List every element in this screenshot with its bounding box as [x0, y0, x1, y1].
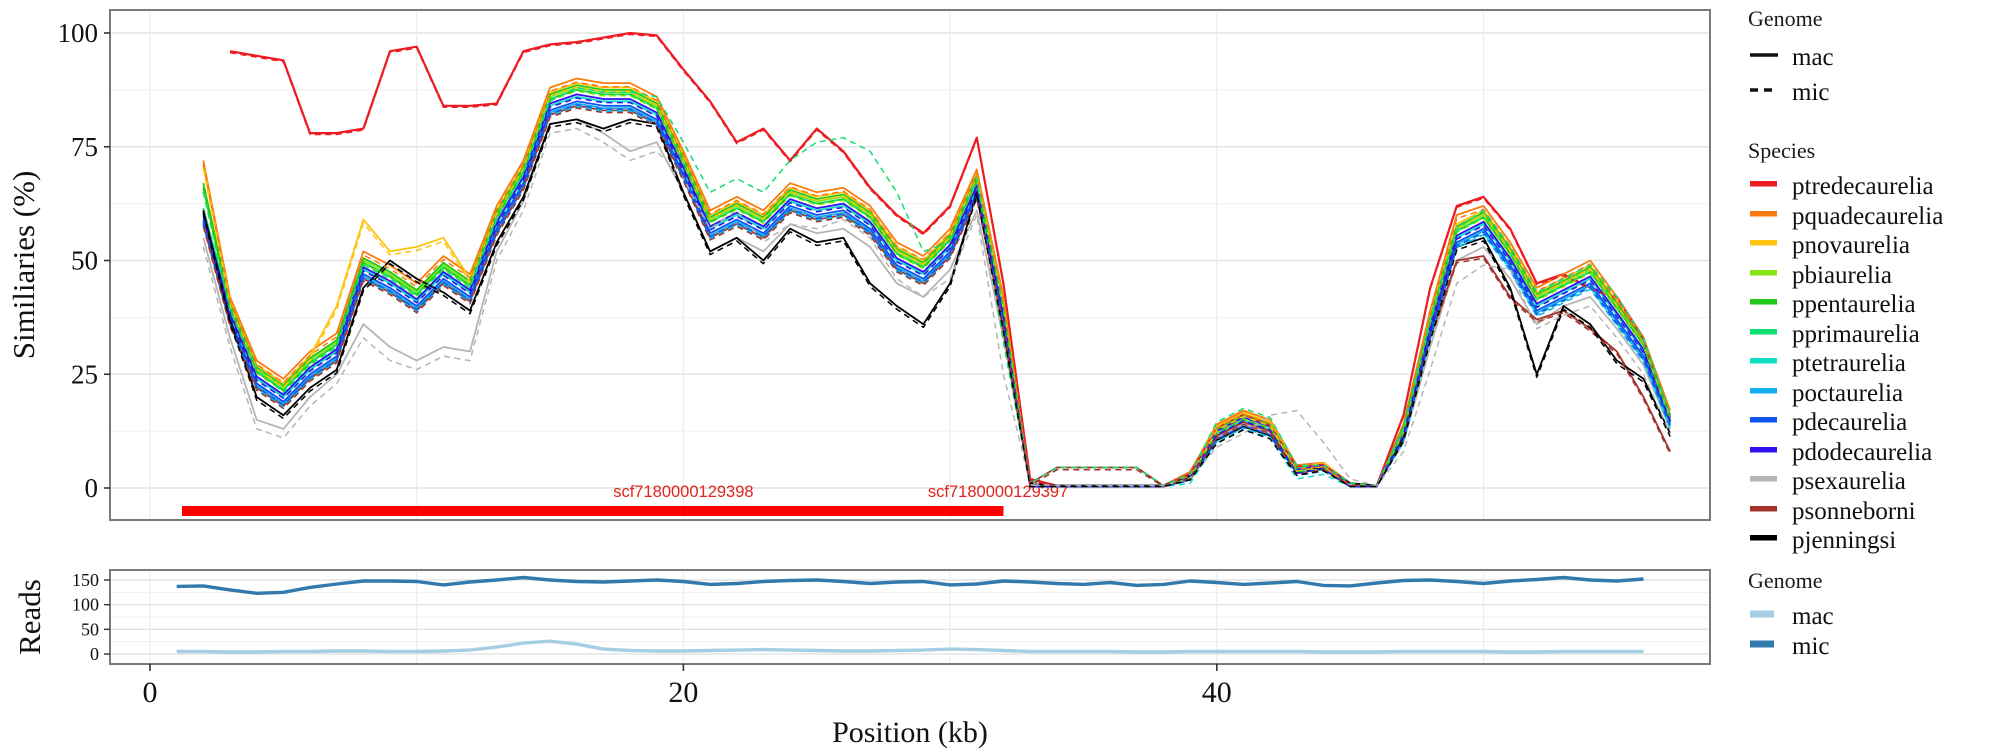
- species-pprimaurelia-label: pprimaurelia: [1792, 320, 1920, 348]
- species-pquadecaurelia-label: pquadecaurelia: [1792, 202, 1944, 230]
- species-psonneborni-key-icon: [1748, 502, 1782, 521]
- series-ptredecaurelia-mic: [229, 33, 1671, 488]
- species-pbiaurelia-key-icon: [1748, 266, 1782, 285]
- species-pjenningsi-label: pjenningsi: [1792, 527, 1897, 555]
- series-ppentaurelia-mic: [202, 89, 1671, 488]
- y-sim-tick-25: 25: [71, 359, 98, 389]
- genome-mac-key-icon: [1748, 48, 1782, 67]
- reads-genome-mic-label: mic: [1792, 632, 1830, 660]
- legend-spacer: [1748, 110, 1998, 132]
- y-sim-tick-50: 50: [71, 246, 98, 276]
- legend-item-species-pprimaurelia: pprimaurelia: [1748, 320, 1998, 350]
- legend-reads-title: Genome: [1748, 568, 1823, 593]
- legend-item-species-pbiaurelia: pbiaurelia: [1748, 261, 1998, 291]
- reads-genome-mic-key-icon: [1748, 637, 1782, 656]
- legend-item-species-pquadecaurelia: pquadecaurelia: [1748, 202, 1998, 232]
- x-axis-label: Position (kb): [832, 716, 988, 749]
- legend-item-reads-genome-mac: mac: [1748, 602, 1998, 632]
- species-pdodecaurelia-label: pdodecaurelia: [1792, 438, 1933, 466]
- species-pnovaurelia-key-icon: [1748, 236, 1782, 255]
- species-pnovaurelia-label: pnovaurelia: [1792, 232, 1911, 260]
- legend-item-genome-mic: mic: [1748, 75, 1998, 110]
- series-pquadecaurelia-mac: [202, 77, 1672, 487]
- reads-genome-mac-label: mac: [1792, 603, 1834, 631]
- legend-item-species-ptredecaurelia: ptredecaurelia: [1748, 172, 1998, 202]
- species-psexaurelia-key-icon: [1748, 472, 1782, 491]
- species-pprimaurelia-key-icon: [1748, 325, 1782, 344]
- legend-item-species-ptetraurelia: ptetraurelia: [1748, 349, 1998, 379]
- legend-item-species-psexaurelia: psexaurelia: [1748, 467, 1998, 497]
- legend-reads-items: mac mic: [1748, 602, 1998, 661]
- genome-mic-label: mic: [1792, 79, 1830, 106]
- legend-item-genome-mac: mac: [1748, 40, 1998, 75]
- x-tick-20: 20: [668, 676, 698, 709]
- y-reads-tick-150: 150: [72, 570, 99, 590]
- y-sim-tick-75: 75: [71, 132, 98, 162]
- legend-reads: Genome mac mic: [1748, 562, 1998, 661]
- chart-canvas: scf7180000129398 scf7180000129397 0 25 50 75 1…: [6, 9, 1711, 749]
- legend-item-species-pdecaurelia: pdecaurelia: [1748, 408, 1998, 438]
- series-psonneborni-mic: [202, 107, 1671, 488]
- legend-genome-title: Genome: [1748, 6, 1823, 31]
- y-axis-label-similarity: Similiaries (%): [6, 171, 41, 360]
- species-ptredecaurelia-label: ptredecaurelia: [1792, 173, 1934, 201]
- legend-item-reads-genome-mic: mic: [1748, 632, 1998, 662]
- reads-genome-mac-key-icon: [1748, 607, 1782, 626]
- species-pdodecaurelia-key-icon: [1748, 443, 1782, 462]
- legend-item-species-poctaurelia: poctaurelia: [1748, 379, 1998, 409]
- species-ptredecaurelia-key-icon: [1748, 177, 1782, 196]
- legend-species-title: Species: [1748, 138, 1816, 163]
- species-psonneborni-label: psonneborni: [1792, 497, 1916, 525]
- species-psexaurelia-label: psexaurelia: [1792, 468, 1906, 496]
- species-ppentaurelia-key-icon: [1748, 295, 1782, 314]
- scaffold-label-0: scf7180000129398: [613, 483, 753, 501]
- species-poctaurelia-key-icon: [1748, 384, 1782, 403]
- genome-mac-label: mac: [1792, 44, 1834, 71]
- species-poctaurelia-label: poctaurelia: [1792, 379, 1904, 407]
- species-pjenningsi-key-icon: [1748, 531, 1782, 550]
- series-pjenningsi-mic: [202, 121, 1671, 488]
- reads-series-mic: [176, 575, 1644, 595]
- series-pprimaurelia-mic: [202, 86, 1671, 487]
- species-pbiaurelia-label: pbiaurelia: [1792, 261, 1892, 289]
- species-ptetraurelia-label: ptetraurelia: [1792, 350, 1906, 378]
- y-sim-tick-100: 100: [58, 18, 99, 48]
- legend-item-species-pdodecaurelia: pdodecaurelia: [1748, 438, 1998, 468]
- scaffold-label-1: scf7180000129397: [928, 483, 1068, 501]
- y-axis-label-reads: Reads: [12, 579, 47, 655]
- legend-item-species-psonneborni: psonneborni: [1748, 497, 1998, 527]
- reads-series-mac: [176, 639, 1644, 654]
- species-ptetraurelia-key-icon: [1748, 354, 1782, 373]
- legend-species-items: ptredecaurelia pquadecaurelia pnovaurelia p…: [1748, 172, 1998, 556]
- series-pbiaurelia-mic: [202, 90, 1671, 488]
- species-ppentaurelia-label: ppentaurelia: [1792, 291, 1916, 319]
- x-tick-0: 0: [143, 676, 158, 709]
- legend-item-species-ppentaurelia: ppentaurelia: [1748, 290, 1998, 320]
- x-tick-40: 40: [1202, 676, 1232, 709]
- species-pdecaurelia-key-icon: [1748, 413, 1782, 432]
- y-reads-tick-50: 50: [81, 619, 99, 639]
- genome-mic-key-icon: [1748, 83, 1782, 102]
- series-pdodecaurelia-mic: [202, 97, 1671, 488]
- species-pdecaurelia-label: pdecaurelia: [1792, 409, 1908, 437]
- legend-item-species-pnovaurelia: pnovaurelia: [1748, 231, 1998, 261]
- legend-genome-items: mac mic: [1748, 40, 1998, 110]
- y-reads-tick-100: 100: [72, 595, 99, 615]
- series-pquadecaurelia-mic: [202, 81, 1671, 488]
- y-sim-tick-0: 0: [85, 473, 99, 503]
- legend-main: Genome mac mic Species ptredecaurelia pqua…: [1748, 0, 1998, 556]
- series-psexaurelia-mic: [202, 127, 1671, 487]
- species-pquadecaurelia-key-icon: [1748, 207, 1782, 226]
- series-psexaurelia-mac: [202, 118, 1672, 487]
- legend-item-species-pjenningsi: pjenningsi: [1748, 526, 1998, 556]
- y-reads-tick-0: 0: [90, 644, 99, 664]
- scaffold-bar: [182, 506, 1004, 516]
